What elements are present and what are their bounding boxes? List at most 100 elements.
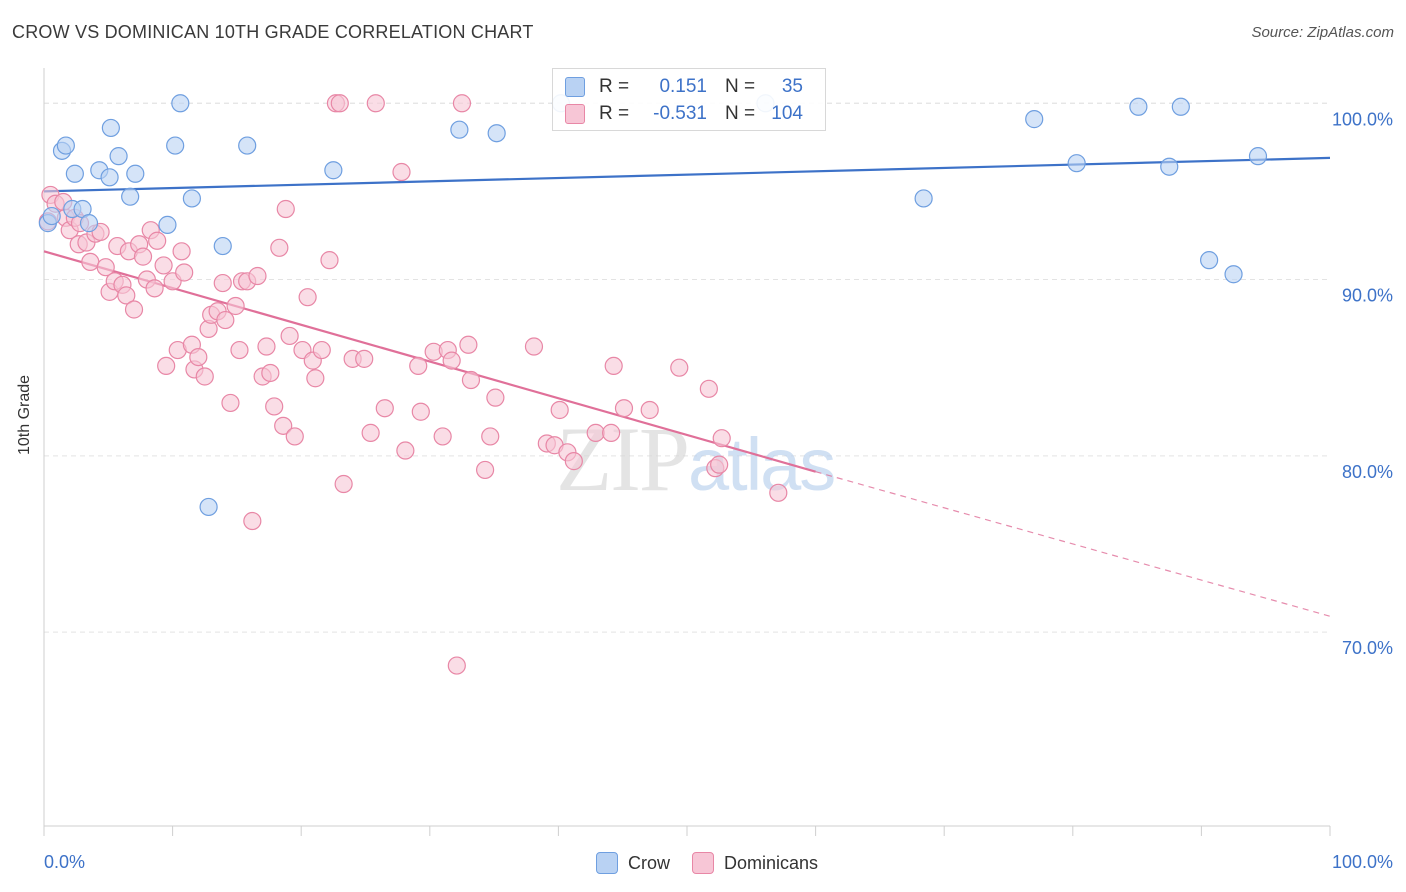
crow-point xyxy=(166,136,185,155)
crow-point xyxy=(1224,265,1243,284)
crow-point xyxy=(324,161,343,180)
dominicans-point xyxy=(226,296,245,316)
dominicans-point xyxy=(614,399,634,418)
dominicans-point xyxy=(175,263,194,282)
crow-point xyxy=(65,164,84,183)
n-label: N = xyxy=(725,103,756,124)
crow-point xyxy=(1248,147,1268,166)
crow-point xyxy=(1200,251,1219,270)
r-value: 0.151 xyxy=(659,76,707,97)
dominicans-point xyxy=(145,279,164,298)
r-label: R = xyxy=(599,103,630,124)
dominicans-point xyxy=(452,94,472,113)
dominicans-point xyxy=(699,379,718,398)
dominicans-point xyxy=(221,393,240,413)
dominicans-point xyxy=(298,288,317,307)
crow-point xyxy=(171,94,190,113)
crow-point xyxy=(1129,97,1148,116)
dominicans-point xyxy=(312,340,331,360)
dominicans-point xyxy=(248,266,267,286)
dominicans-point xyxy=(157,356,176,376)
dominicans-legend-swatch xyxy=(692,852,715,874)
dominicans-point xyxy=(447,656,466,675)
crow-point xyxy=(100,168,119,187)
crow-point xyxy=(182,189,201,208)
series-legend: Crow Dominicans xyxy=(596,852,840,874)
y-tick-label: 70.0% xyxy=(1342,638,1393,658)
crow-point xyxy=(1160,157,1179,176)
dominicans-point xyxy=(586,423,605,442)
y-tick-label: 90.0% xyxy=(1342,286,1393,306)
y-tick-label: 80.0% xyxy=(1342,462,1393,482)
dominicans-point xyxy=(189,347,208,367)
crow-point xyxy=(109,147,128,166)
dominicans-point xyxy=(602,423,621,442)
dominicans-point xyxy=(550,400,569,420)
dominicans-point xyxy=(261,363,280,383)
dominicans-point xyxy=(769,483,788,502)
crow-legend-swatch xyxy=(596,852,618,874)
dominicans-point xyxy=(133,247,153,266)
dominicans-point xyxy=(409,356,428,376)
dominicans-point xyxy=(392,162,411,182)
crow-point xyxy=(450,120,469,139)
stats-legend: R = 0.151 N = 35 R = -0.531 N = 104 xyxy=(552,68,826,131)
crow-point xyxy=(42,206,61,226)
dominicans-point xyxy=(411,402,430,421)
n-value: 35 xyxy=(781,76,803,97)
crow-legend-label: Crow xyxy=(628,852,671,873)
dominicans-point xyxy=(306,369,325,388)
n-value: 104 xyxy=(771,103,803,124)
y-axis-label: 10th Grade xyxy=(16,374,33,455)
stats-row-dominicans: R = -0.531 N = 104 xyxy=(565,102,803,126)
dominicans-point xyxy=(172,242,191,261)
tick-labels: 70.0% 80.0% 90.0% 100.0% 0.0% 100.0% xyxy=(44,109,1393,872)
crow-point xyxy=(56,136,75,155)
dominicans-point xyxy=(117,286,136,305)
dominicans-point xyxy=(442,351,461,370)
dominicans-point xyxy=(124,300,144,319)
dominicans-point xyxy=(640,400,659,420)
dominicans-point xyxy=(361,423,380,442)
crow-point xyxy=(101,118,120,138)
dominicans-point xyxy=(459,335,478,354)
dominicans-point xyxy=(481,427,500,446)
dominicans-trend-line-extension xyxy=(815,471,1331,617)
dominicans-point xyxy=(148,231,167,250)
dominicans-point xyxy=(276,199,295,219)
legend-item-crow: Crow xyxy=(596,852,670,874)
dominicans-point xyxy=(604,356,623,376)
dominicans-point xyxy=(433,427,452,446)
x-tick-label: 0.0% xyxy=(44,852,85,872)
crow-point xyxy=(158,215,177,234)
dominicans-point xyxy=(154,256,173,275)
dominicans-point xyxy=(257,337,276,356)
crow-trend-line xyxy=(43,156,1331,193)
crow-point xyxy=(238,136,257,155)
crow-point xyxy=(1025,110,1044,129)
stats-row-crow: R = 0.151 N = 35 xyxy=(565,75,803,99)
dominicans-point xyxy=(216,310,235,330)
dominicans-point xyxy=(712,429,731,448)
r-value: -0.531 xyxy=(653,103,707,124)
dominicans-point xyxy=(330,94,349,113)
dominicans-swatch xyxy=(565,104,585,124)
trend-lines xyxy=(43,156,1331,617)
dominicans-point xyxy=(96,258,115,277)
dominicans-point xyxy=(670,358,689,377)
data-points xyxy=(38,94,1268,675)
dominicans-point xyxy=(285,427,304,446)
dominicans-legend-label: Dominicans xyxy=(724,852,819,873)
crow-point xyxy=(487,124,506,143)
dominicans-point xyxy=(355,349,374,368)
crow-swatch xyxy=(565,77,585,97)
dominicans-point xyxy=(461,370,481,390)
dominicans-point xyxy=(230,340,249,360)
crow-point xyxy=(199,497,218,517)
dominicans-point xyxy=(564,452,583,471)
dominicans-point xyxy=(81,252,100,272)
dominicans-point xyxy=(524,337,544,356)
crow-point xyxy=(1067,154,1086,173)
dominicans-point xyxy=(375,399,394,418)
